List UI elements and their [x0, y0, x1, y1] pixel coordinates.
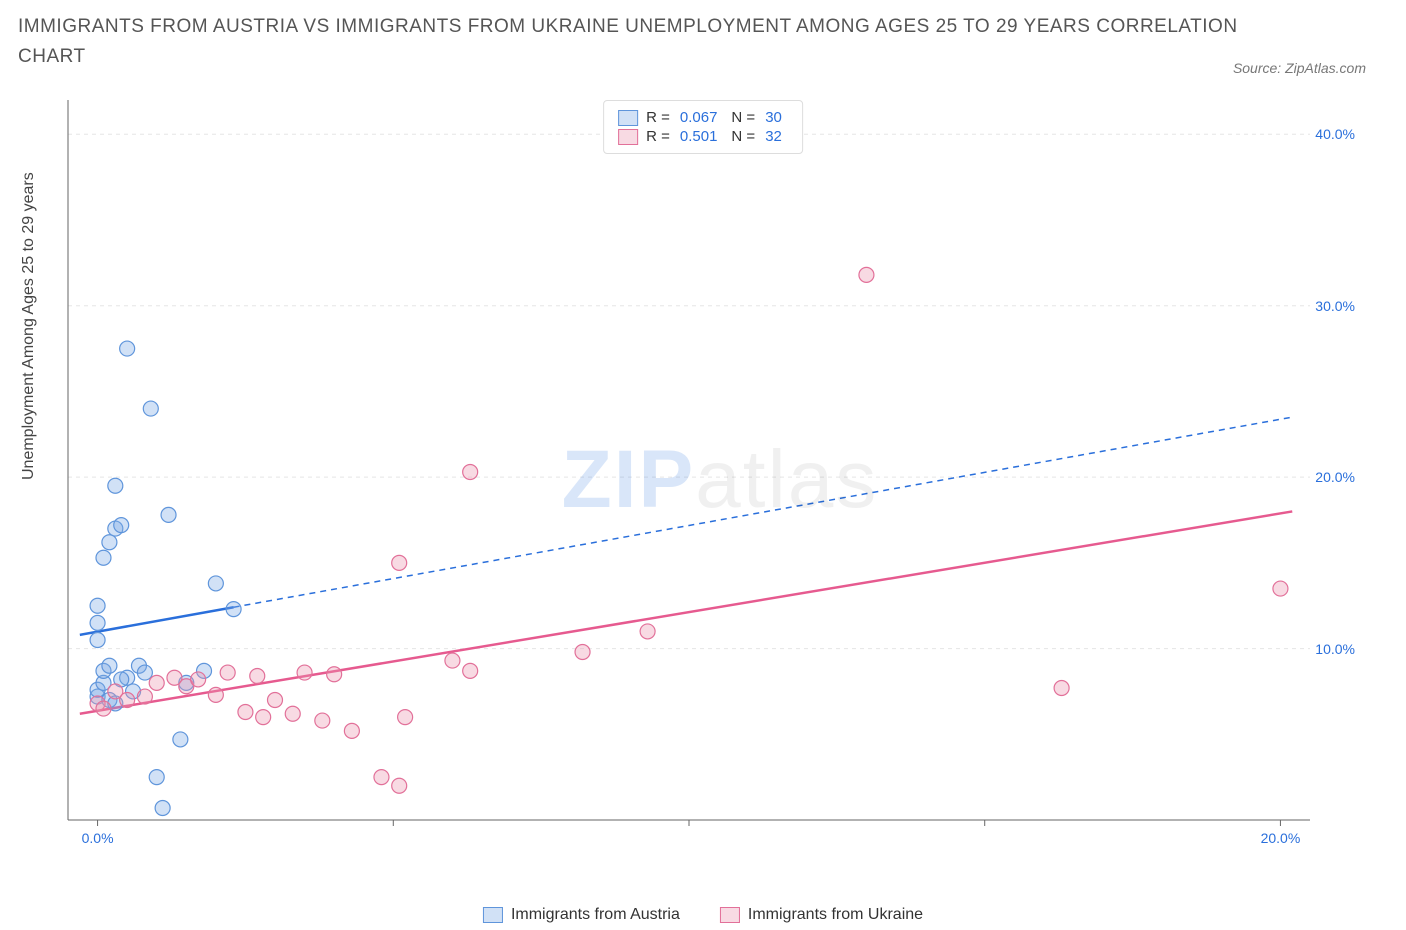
y-tick-label: 30.0% [1315, 298, 1355, 314]
r-label-1: R = [646, 128, 670, 145]
n-value-0: 30 [765, 109, 782, 126]
scatter-plot-svg [60, 100, 1380, 860]
x-tick-label: 0.0% [82, 830, 114, 846]
legend-label-ukraine: Immigrants from Ukraine [748, 906, 923, 924]
stats-row-austria: R = 0.067 N = 30 [618, 109, 788, 126]
n-value-1: 32 [765, 128, 782, 145]
legend-item-austria: Immigrants from Austria [483, 906, 680, 924]
r-value-1: 0.501 [680, 128, 718, 145]
chart-title: IMMIGRANTS FROM AUSTRIA VS IMMIGRANTS FR… [18, 12, 1246, 73]
legend-label-austria: Immigrants from Austria [511, 906, 680, 924]
y-tick-label: 20.0% [1315, 469, 1355, 485]
x-tick-label: 20.0% [1261, 830, 1301, 846]
y-tick-label: 10.0% [1315, 641, 1355, 657]
n-label-1: N = [731, 128, 755, 145]
n-label-0: N = [731, 109, 755, 126]
plot-area: ZIPatlas 0.0%20.0%10.0%20.0%30.0%40.0% [60, 100, 1380, 860]
legend-swatch-ukraine [720, 907, 740, 923]
swatch-ukraine [618, 129, 638, 145]
y-tick-label: 40.0% [1315, 126, 1355, 142]
legend-swatch-austria [483, 907, 503, 923]
source-attribution: Source: ZipAtlas.com [1233, 60, 1366, 76]
stats-row-ukraine: R = 0.501 N = 32 [618, 128, 788, 145]
stats-legend: R = 0.067 N = 30 R = 0.501 N = 32 [603, 100, 803, 154]
r-label-0: R = [646, 109, 670, 126]
chart-container: IMMIGRANTS FROM AUSTRIA VS IMMIGRANTS FR… [0, 0, 1406, 930]
y-axis-label: Unemployment Among Ages 25 to 29 years [20, 172, 38, 480]
r-value-0: 0.067 [680, 109, 718, 126]
legend-item-ukraine: Immigrants from Ukraine [720, 906, 923, 924]
series-legend: Immigrants from Austria Immigrants from … [483, 906, 923, 924]
swatch-austria [618, 110, 638, 126]
